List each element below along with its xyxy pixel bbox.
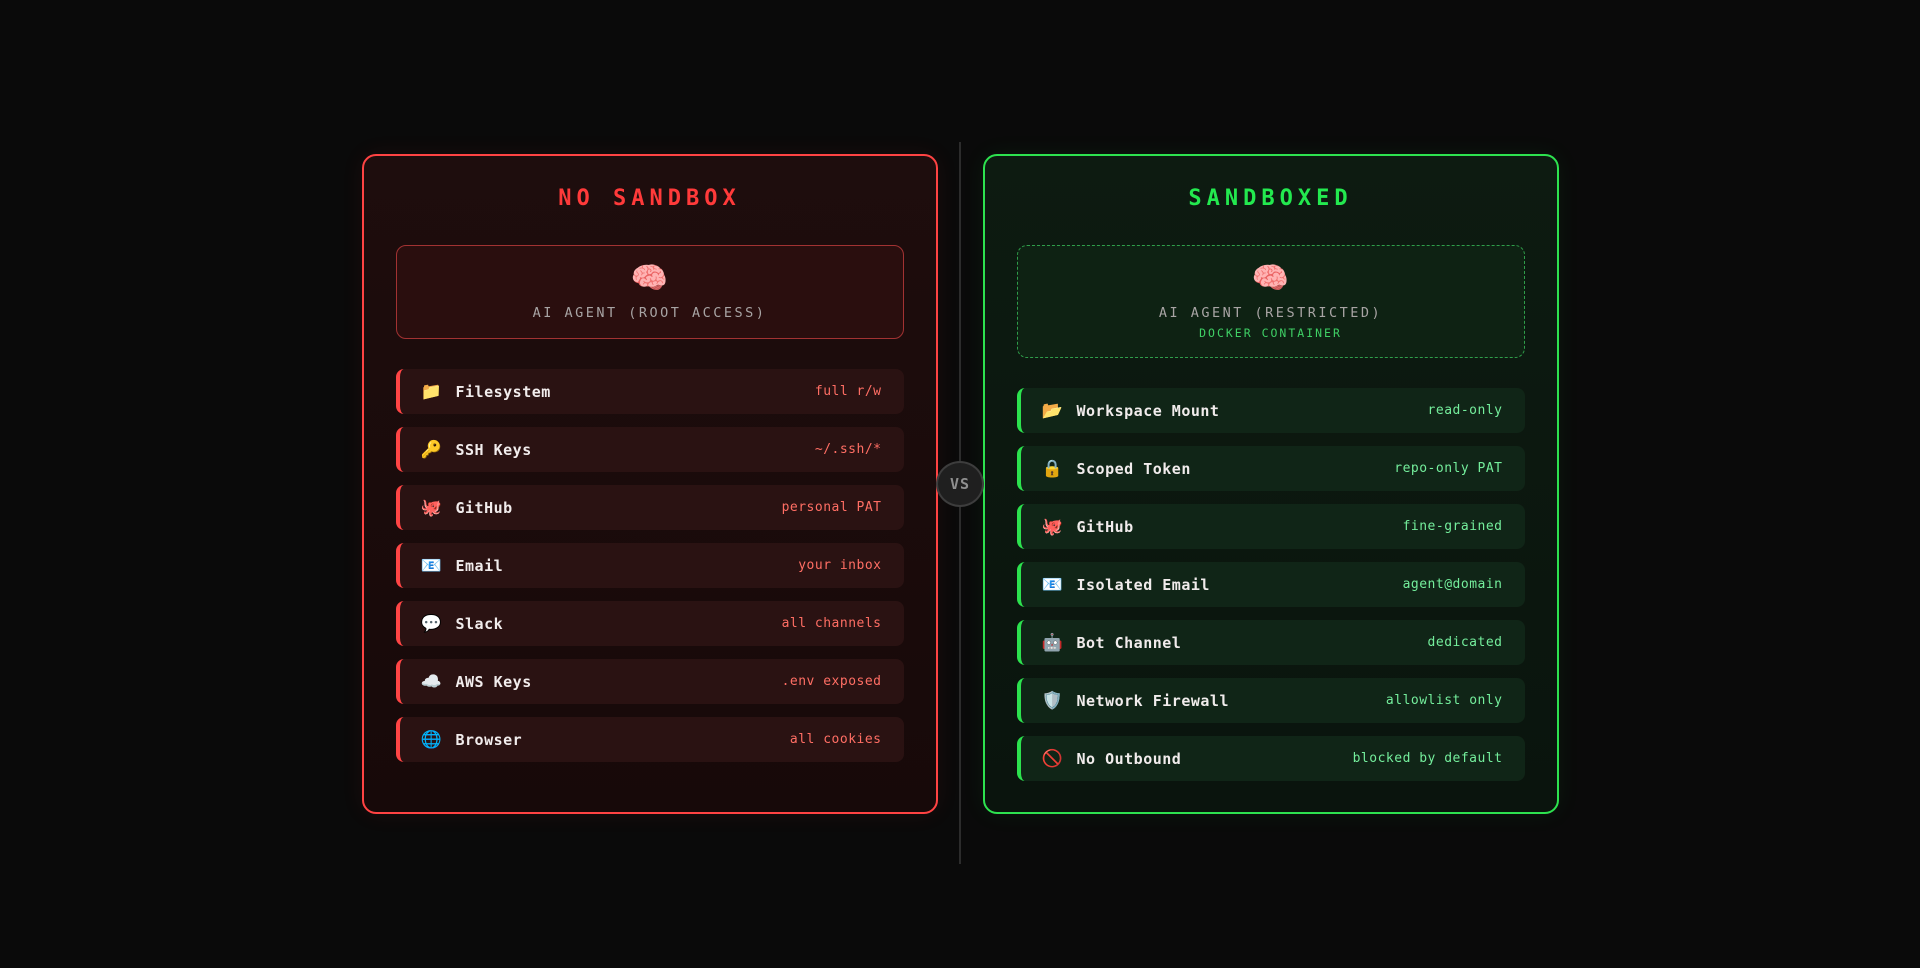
capability-label: SSH Keys bbox=[455, 440, 532, 459]
brain-icon: 🧠 bbox=[1251, 261, 1290, 296]
key-icon: 🔑 bbox=[420, 439, 443, 460]
email-icon: 📧 bbox=[1041, 574, 1064, 595]
comparison-stage: NO SANDBOX 🧠 AI AGENT (ROOT ACCESS) 📁 Fil… bbox=[361, 142, 1559, 864]
panel-title-sandboxed: SANDBOXED bbox=[1188, 186, 1353, 211]
panel-sandboxed: SANDBOXED 🧠 AI AGENT (RESTRICTED) DOCKER… bbox=[982, 154, 1559, 814]
email-icon: 📧 bbox=[420, 555, 443, 576]
capability-row: 🐙 GitHub personal PAT bbox=[395, 485, 904, 530]
capability-value: allowlist only bbox=[1385, 693, 1503, 708]
capability-row: 📧 Email your inbox bbox=[395, 543, 904, 588]
capability-row: 🚫 No Outbound blocked by default bbox=[1016, 736, 1525, 781]
octopus-icon: 🐙 bbox=[420, 497, 443, 518]
capability-row: 🔑 SSH Keys ~/.ssh/* bbox=[395, 427, 904, 472]
panel-title-no-sandbox: NO SANDBOX bbox=[558, 186, 741, 211]
capability-label: No Outbound bbox=[1076, 749, 1182, 768]
capability-value: blocked by default bbox=[1352, 751, 1503, 766]
capability-row: 🔒 Scoped Token repo-only PAT bbox=[1016, 446, 1525, 491]
capability-label: AWS Keys bbox=[455, 672, 532, 691]
vs-badge: VS bbox=[936, 461, 984, 507]
folder-icon: 📁 bbox=[420, 381, 443, 402]
capability-row: 📁 Filesystem full r/w bbox=[395, 369, 904, 414]
capability-row: ☁️ AWS Keys .env exposed bbox=[395, 659, 904, 704]
capability-value: .env exposed bbox=[781, 674, 882, 689]
panel-no-sandbox: NO SANDBOX 🧠 AI AGENT (ROOT ACCESS) 📁 Fil… bbox=[361, 154, 938, 814]
shield-icon: 🛡️ bbox=[1041, 690, 1064, 711]
capability-row: 📂 Workspace Mount read-only bbox=[1016, 388, 1525, 433]
capability-label: Network Firewall bbox=[1076, 691, 1229, 710]
agent-box-root-access: 🧠 AI AGENT (ROOT ACCESS) bbox=[395, 245, 904, 339]
docker-container-label: DOCKER CONTAINER bbox=[1199, 326, 1342, 340]
capability-label: Email bbox=[455, 556, 504, 575]
octopus-icon: 🐙 bbox=[1041, 516, 1064, 537]
capability-label: GitHub bbox=[455, 498, 513, 517]
capability-value: ~/.ssh/* bbox=[814, 442, 882, 457]
capability-label: Browser bbox=[455, 730, 523, 749]
agent-label: AI AGENT (RESTRICTED) bbox=[1158, 305, 1383, 321]
robot-icon: 🤖 bbox=[1041, 632, 1064, 653]
capability-row: 🤖 Bot Channel dedicated bbox=[1016, 620, 1525, 665]
capability-value: fine-grained bbox=[1402, 519, 1503, 534]
capability-value: dedicated bbox=[1427, 635, 1503, 650]
capability-label: Isolated Email bbox=[1076, 575, 1210, 594]
capability-value: your inbox bbox=[798, 558, 882, 573]
capability-list-no-sandbox: 📁 Filesystem full r/w 🔑 SSH Keys ~/.ssh/* 🐙 Git… bbox=[395, 369, 904, 762]
capability-value: repo-only PAT bbox=[1394, 461, 1503, 476]
capability-row: 🐙 GitHub fine-grained bbox=[1016, 504, 1525, 549]
capability-row: 📧 Isolated Email agent@domain bbox=[1016, 562, 1525, 607]
capability-value: read-only bbox=[1427, 403, 1503, 418]
cloud-icon: ☁️ bbox=[420, 671, 443, 692]
capability-value: all channels bbox=[781, 616, 882, 631]
capability-value: all cookies bbox=[789, 732, 882, 747]
no-entry-icon: 🚫 bbox=[1041, 748, 1064, 769]
capability-row: 🌐 Browser all cookies bbox=[395, 717, 904, 762]
capability-row: 🛡️ Network Firewall allowlist only bbox=[1016, 678, 1525, 723]
agent-label: AI AGENT (ROOT ACCESS) bbox=[532, 305, 767, 321]
capability-value: agent@domain bbox=[1402, 577, 1503, 592]
open-folder-icon: 📂 bbox=[1041, 400, 1064, 421]
speech-balloon-icon: 💬 bbox=[420, 613, 443, 634]
capability-row: 💬 Slack all channels bbox=[395, 601, 904, 646]
capability-label: Filesystem bbox=[455, 382, 551, 401]
capability-label: Workspace Mount bbox=[1076, 401, 1220, 420]
capability-label: GitHub bbox=[1076, 517, 1134, 536]
capability-label: Slack bbox=[455, 614, 504, 633]
globe-icon: 🌐 bbox=[420, 729, 443, 750]
brain-icon: 🧠 bbox=[630, 261, 669, 296]
capability-list-sandboxed: 📂 Workspace Mount read-only 🔒 Scoped Token re… bbox=[1016, 388, 1525, 781]
lock-icon: 🔒 bbox=[1041, 458, 1064, 479]
agent-box-restricted: 🧠 AI AGENT (RESTRICTED) DOCKER CONTAINER bbox=[1016, 245, 1525, 358]
capability-label: Bot Channel bbox=[1076, 633, 1182, 652]
capability-value: full r/w bbox=[814, 384, 882, 399]
capability-label: Scoped Token bbox=[1076, 459, 1191, 478]
capability-value: personal PAT bbox=[781, 500, 882, 515]
